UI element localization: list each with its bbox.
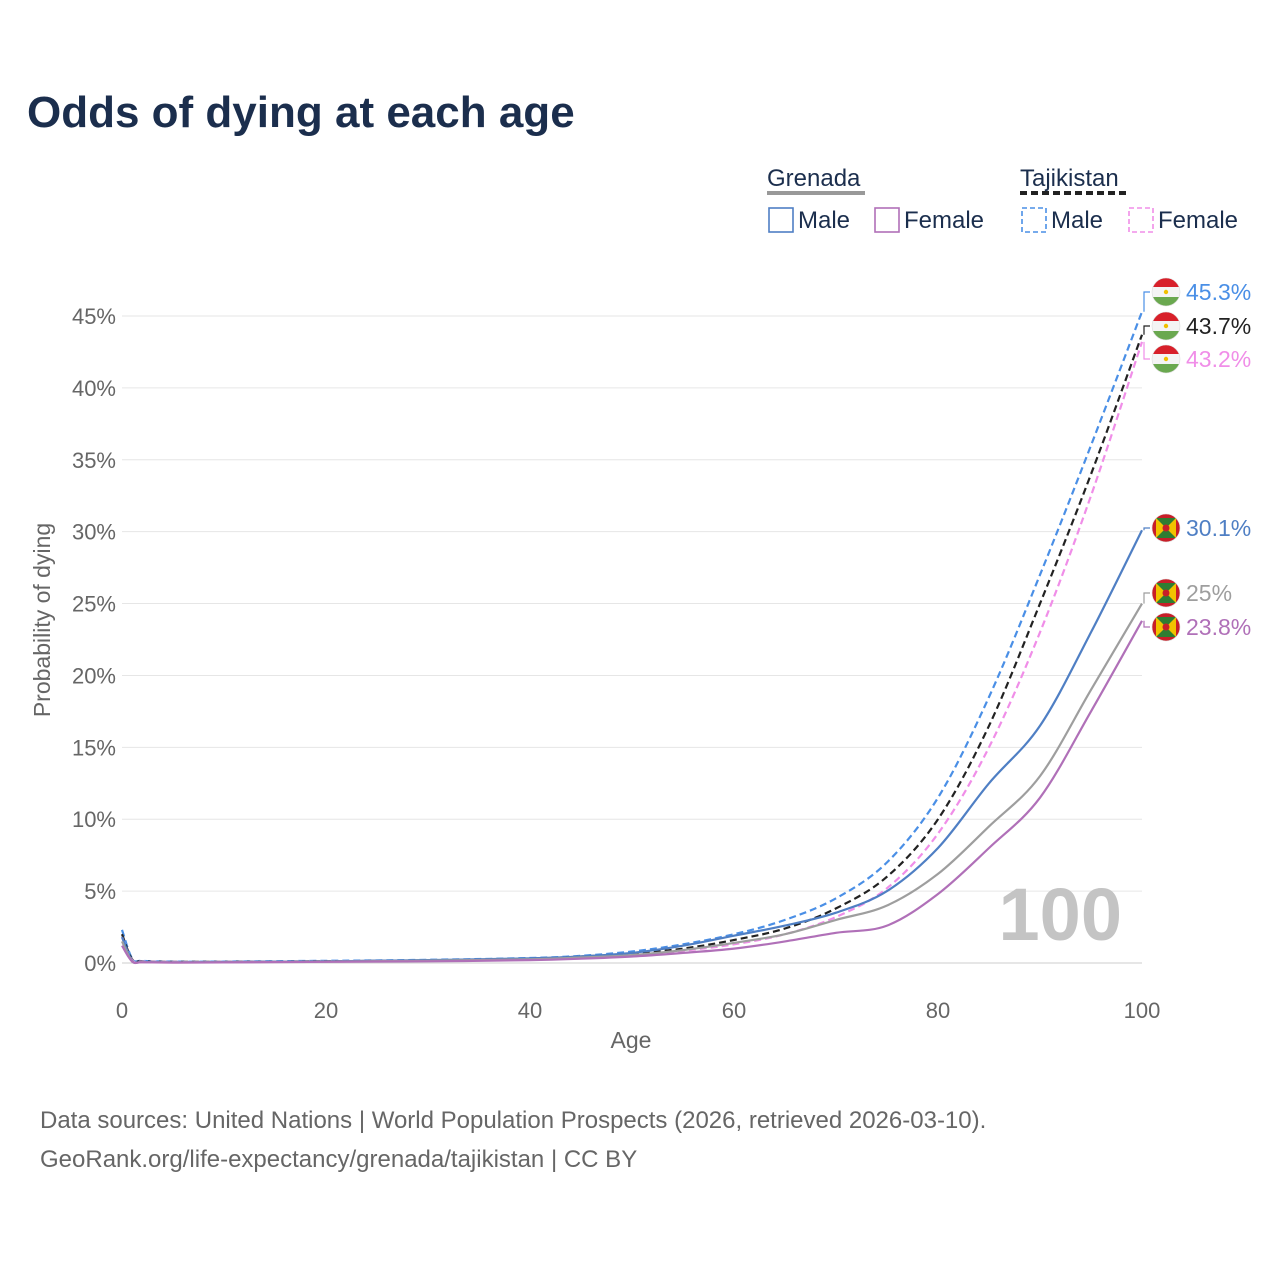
y-tick-label-0: 0% (84, 951, 116, 976)
legend-swatch-grenada-male (768, 207, 794, 233)
flag-icon-tajikistan-male-crown (1163, 289, 1169, 295)
flag-icon-tajikistan-total-rim (1151, 311, 1181, 341)
legend-country-tajikistan: Tajikistan (1020, 165, 1119, 192)
flag-icon-grenada-total-rim (1151, 578, 1181, 608)
legend-swatch-tajikistan-male (1021, 207, 1047, 233)
y-tick-label-25: 25% (72, 592, 116, 617)
flag-icon-grenada-male-green-bottom (1156, 528, 1176, 538)
flag-icon-tajikistan-female-red-band (1152, 345, 1180, 354)
end-label-tajikistan-total: 43.7% (1186, 313, 1251, 339)
flag-icon-tajikistan-female-crown (1163, 356, 1169, 362)
series-lines (120, 311, 1144, 965)
leader-line-grenada-male (1143, 527, 1150, 531)
flag-icon-tajikistan-female-body (1152, 345, 1180, 373)
end-label-grenada-female: 23.8% (1186, 614, 1251, 640)
axes: 0% 5% 10% 15% 20% 25% 30% 35% 40% 45% 0 20 40 60 80 100… (29, 304, 1160, 1053)
flag-icon-grenada-male-body (1152, 514, 1180, 542)
flag-icon-grenada-total (1151, 578, 1181, 608)
leader-line-grenada-total (1143, 592, 1150, 604)
x-axis-title: Age (611, 1027, 652, 1053)
legend-label-grenada-female: Female (904, 207, 984, 234)
flag-icon-tajikistan-total-body (1152, 312, 1180, 340)
flag-icon-grenada-female-body (1152, 613, 1180, 641)
flag-icon-tajikistan-male-red-band (1152, 278, 1180, 287)
x-tick-label-100: 100 (1124, 998, 1161, 1023)
flag-icon-tajikistan-female-green-band (1152, 364, 1180, 373)
y-tick-label-20: 20% (72, 663, 116, 688)
y-axis-title: Probability of dying (29, 523, 55, 717)
y-tick-label-30: 30% (72, 520, 116, 545)
flag-icon-grenada-total-center (1162, 589, 1170, 597)
flag-icon-grenada-female (1151, 612, 1181, 642)
legend-label-grenada-male: Male (798, 207, 850, 234)
leader-line-tajikistan-male (1143, 291, 1150, 312)
flag-icon-grenada-male-center (1162, 524, 1170, 532)
x-tick-label-80: 80 (926, 998, 950, 1023)
flag-icon-grenada-female-rim (1151, 612, 1181, 642)
legend-swatch-tajikistan-female (1128, 207, 1154, 233)
series-line-tajikistan-male (120, 311, 1144, 963)
flag-icon-tajikistan-total-crown (1163, 323, 1169, 329)
x-tick-label-0: 0 (116, 998, 128, 1023)
flag-icon-tajikistan-male-green-band (1152, 297, 1180, 306)
flag-icon-tajikistan-male-rim (1151, 277, 1181, 307)
series-line-tajikistan-total (120, 334, 1144, 963)
flag-icon-grenada-total-green-bottom (1156, 593, 1176, 603)
legend: Grenada Male Female Tajikistan Male Female (767, 165, 1238, 234)
flag-icon-grenada-male (1151, 513, 1181, 543)
legend-swatch-grenada-female (874, 207, 900, 233)
series-line-grenada-female (121, 620, 1143, 965)
flag-icon-tajikistan-female (1151, 344, 1181, 374)
end-label-tajikistan-female: 43.2% (1186, 346, 1251, 372)
end-label-tajikistan-male: 45.3% (1186, 279, 1251, 305)
y-tick-label-5: 5% (84, 879, 116, 904)
end-label-grenada-male: 30.1% (1186, 515, 1251, 541)
leader-line-tajikistan-total (1143, 325, 1150, 335)
flag-icon-grenada-female-center (1162, 623, 1170, 631)
end-label-grenada-total: 25% (1186, 580, 1232, 606)
leader-line-grenada-female (1143, 620, 1150, 628)
x-tick-label-40: 40 (518, 998, 542, 1023)
year-watermark: 100 (999, 873, 1122, 956)
y-tick-label-15: 15% (72, 735, 116, 760)
flag-icon-tajikistan-female-rim (1151, 344, 1181, 374)
legend-country-grenada: Grenada (767, 165, 861, 192)
flag-icon-tajikistan-total-red-band (1152, 312, 1180, 321)
y-tick-label-10: 10% (72, 807, 116, 832)
flag-icon-tajikistan-total (1151, 311, 1181, 341)
flag-icon-tajikistan-total-green-band (1152, 331, 1180, 340)
watermark-group: 100 (999, 873, 1122, 956)
gridlines (122, 315, 1142, 964)
y-tick-label-45: 45% (72, 304, 116, 329)
flag-icon-grenada-total-green-top (1156, 583, 1176, 593)
flag-icon-grenada-male-green-top (1156, 518, 1176, 528)
chart-title: Odds of dying at each age (27, 88, 575, 137)
series-line-tajikistan-female (120, 341, 1144, 964)
flag-icon-grenada-total-body (1152, 579, 1180, 607)
leader-line-tajikistan-female (1143, 341, 1150, 360)
credit-line: GeoRank.org/life-expectancy/grenada/taji… (40, 1146, 638, 1173)
flag-icon-grenada-female-green-bottom (1156, 627, 1176, 637)
y-tick-label-35: 35% (72, 448, 116, 473)
legend-label-tajikistan-male: Male (1051, 207, 1103, 234)
data-sources: Data sources: United Nations | World Pop… (40, 1107, 987, 1134)
flag-icon-tajikistan-male (1151, 277, 1181, 307)
end-labels: 45.3% 43.7% 43.2% 30.1% 25% 23.8% (1143, 277, 1251, 642)
flag-icon-grenada-male-rim (1151, 513, 1181, 543)
flag-icon-tajikistan-male-body (1152, 278, 1180, 306)
x-tick-label-20: 20 (314, 998, 338, 1023)
x-tick-label-60: 60 (722, 998, 746, 1023)
flag-icon-grenada-female-green-top (1156, 617, 1176, 627)
legend-label-tajikistan-female: Female (1158, 207, 1238, 234)
y-tick-label-40: 40% (72, 376, 116, 401)
